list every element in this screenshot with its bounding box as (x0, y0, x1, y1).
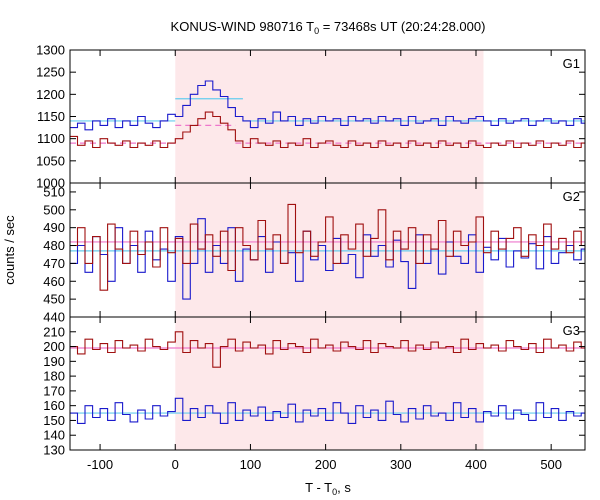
x-axis-title: T - T0, s (305, 480, 351, 497)
x-tick-label: 0 (172, 457, 179, 472)
series-step-blue (70, 218, 585, 300)
series-step-blue (70, 397, 585, 424)
y-tick-label: 180 (43, 369, 65, 384)
x-tick-label: 500 (540, 457, 562, 472)
shaded-interval (175, 183, 484, 317)
chart-title-subscript: 0 (314, 26, 319, 36)
panel-label: G2 (563, 189, 580, 204)
y-tick-label: 1050 (36, 153, 65, 168)
x-axis-title-prefix: T - T (305, 480, 332, 495)
x-tick-label: -100 (87, 457, 113, 472)
x-axis-title-subscript: 0 (332, 487, 337, 497)
y-tick-label: 200 (43, 339, 65, 354)
y-tick-label: 140 (43, 428, 65, 443)
y-tick-label: 150 (43, 413, 65, 428)
series-step-red (70, 331, 585, 368)
y-tick-label: 1200 (36, 87, 65, 102)
y-tick-label: 510 (43, 184, 65, 199)
series-step-red (70, 203, 585, 291)
panel-label: G3 (563, 323, 580, 338)
x-axis-title-suffix: , s (337, 480, 351, 495)
panel-frame (69, 316, 586, 451)
series-step-blue (70, 80, 585, 131)
panel-label: G1 (563, 56, 580, 71)
y-tick-label: 210 (43, 324, 65, 339)
panel-g1: 1000 1050 1100 1150 1200 1250 1300 G1 (36, 43, 586, 191)
y-tick-label: 1300 (36, 43, 65, 58)
chart-title-prefix: KONUS-WIND 980716 T (171, 19, 315, 34)
y-tick-label: 130 (43, 443, 65, 458)
series-step-red (70, 111, 585, 149)
y-tick-label: 190 (43, 354, 65, 369)
y-axis-title: counts / sec (2, 215, 17, 285)
x-tick-label: 200 (315, 457, 337, 472)
panel-g2: 440 450 460 470 480 490 500 510 G2 (43, 182, 586, 325)
y-tick-label: 480 (43, 238, 65, 253)
y-tick-label: 490 (43, 220, 65, 235)
y-tick-label: 160 (43, 398, 65, 413)
y-tick-label: 1100 (37, 131, 65, 146)
y-tick-label: 1150 (37, 109, 65, 124)
x-tick-label: 400 (465, 457, 487, 472)
chart-title-suffix: = 73468s UT (20:24:28.000) (319, 19, 485, 34)
y-tick-label: 170 (43, 383, 65, 398)
y-tick-label: 1000 (36, 176, 65, 191)
shaded-interval (175, 50, 484, 183)
y-tick-label: 440 (43, 310, 65, 325)
x-tick-label: 300 (390, 457, 412, 472)
chart-title: KONUS-WIND 980716 T0 = 73468s UT (20:24:… (171, 19, 486, 36)
shaded-interval (175, 317, 484, 450)
panels-group: 1000105011001150120012501300G14404504604… (36, 43, 586, 472)
y-tick-label: 500 (43, 202, 65, 217)
x-tick-label: 100 (240, 457, 262, 472)
y-tick-label: 1250 (36, 65, 65, 80)
y-tick-label: 460 (43, 274, 65, 289)
y-tick-label: 470 (43, 256, 65, 271)
y-tick-label: 450 (43, 292, 65, 307)
